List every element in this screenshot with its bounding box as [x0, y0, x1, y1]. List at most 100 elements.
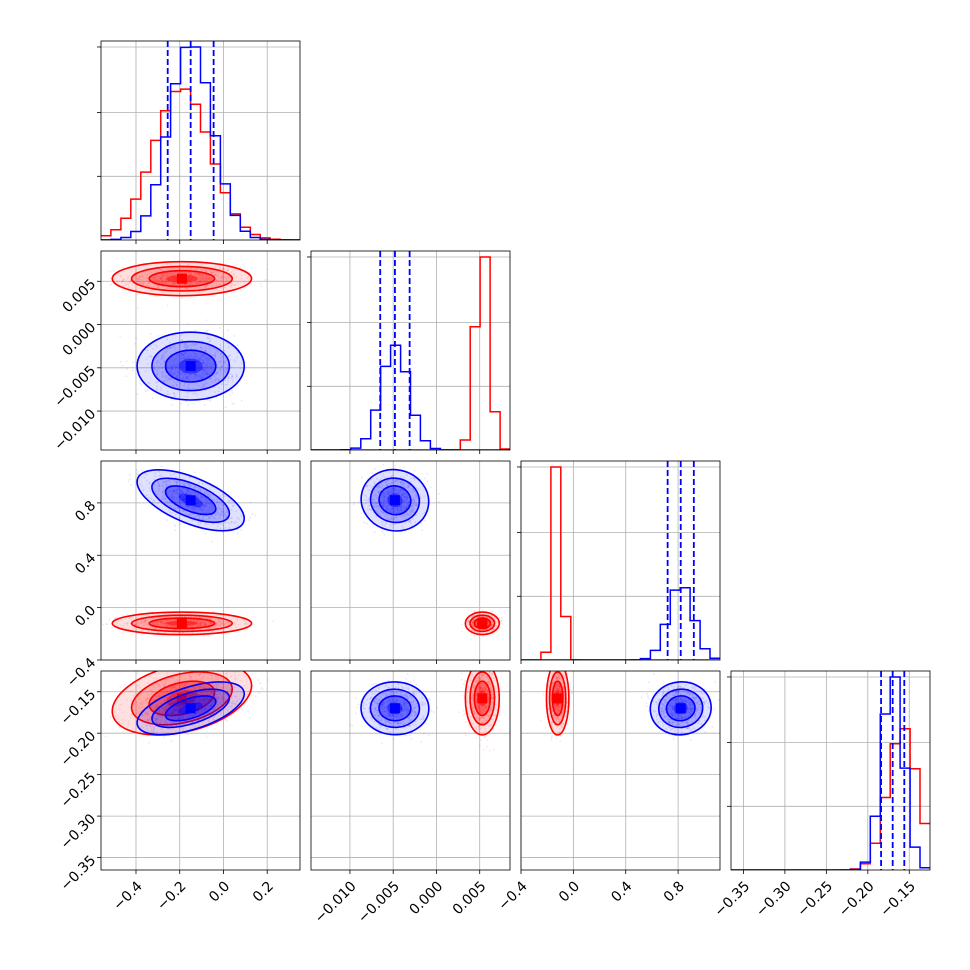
sample-point [184, 348, 187, 350]
sample-point [208, 627, 211, 629]
sample-point [202, 362, 205, 365]
sample-point [148, 281, 151, 284]
sample-point [147, 719, 149, 721]
sample-point [500, 619, 503, 622]
sample-point [218, 283, 221, 285]
sample-point [182, 362, 184, 365]
sample-point [135, 624, 138, 627]
sample-point [203, 404, 206, 406]
sample-point [555, 712, 558, 714]
sample-point [488, 697, 490, 700]
sample-point [558, 719, 561, 721]
sample-point [205, 319, 208, 322]
panel-grid-3-1 [311, 671, 510, 870]
sample-point [162, 684, 165, 686]
sample-point [149, 725, 152, 728]
sample-point [163, 624, 165, 627]
sample-point [119, 686, 122, 689]
sample-point [219, 346, 222, 349]
sample-point [141, 622, 144, 624]
sample-point [482, 706, 485, 709]
sample-point [489, 688, 492, 690]
sample-point [223, 692, 226, 695]
sample-point [466, 621, 469, 623]
sample-point [562, 686, 565, 689]
sample-point [121, 279, 124, 282]
sample-point [151, 691, 153, 693]
sample-point [471, 686, 474, 688]
sample-point [144, 620, 147, 623]
sample-point [555, 711, 558, 714]
sample-point [144, 278, 147, 280]
sample-point [168, 278, 171, 281]
sample-point [162, 622, 165, 625]
sample-point [180, 402, 183, 405]
sample-point [559, 677, 561, 679]
sample-point [207, 634, 210, 637]
contour-line [130, 265, 234, 292]
sample-point [180, 361, 182, 364]
sample-point [167, 704, 170, 707]
sample-point [170, 622, 172, 625]
sample-point [187, 384, 190, 386]
sample-point [206, 275, 209, 278]
sample-point [192, 693, 195, 695]
sample-point [486, 661, 488, 663]
sample-point [207, 359, 210, 361]
sample-point [219, 368, 222, 371]
sample-point [558, 686, 561, 689]
contour-line [551, 680, 564, 717]
sample-point [136, 704, 139, 707]
sample-point [197, 279, 200, 281]
contour-line [111, 611, 253, 636]
sample-point [136, 632, 139, 635]
sample-point [150, 693, 153, 695]
sample-point [132, 709, 135, 712]
sample-point [481, 674, 484, 676]
sample-point [189, 713, 192, 715]
sample-point [259, 282, 262, 285]
sample-point [477, 729, 480, 731]
sample-point [558, 674, 561, 677]
sample-point [190, 274, 193, 277]
sample-point [223, 286, 226, 289]
sample-point [556, 687, 559, 690]
sample-point [224, 406, 227, 408]
sample-point [482, 674, 485, 677]
sample-point [244, 675, 247, 678]
sample-point [554, 708, 556, 711]
sample-point [235, 276, 238, 279]
sample-point [556, 684, 558, 687]
sample-point [476, 678, 479, 681]
sample-point [210, 692, 212, 695]
sample-point [181, 371, 184, 374]
sample-point [225, 622, 228, 625]
contour-line [130, 614, 234, 633]
sample-point [560, 714, 563, 717]
sample-point [179, 358, 182, 361]
sample-point [560, 726, 563, 728]
density-red-2-0 [102, 606, 274, 637]
sample-point [173, 282, 176, 285]
sample-point [462, 714, 465, 717]
sample-point [170, 677, 173, 679]
sample-point [172, 625, 174, 628]
sample-point [487, 678, 490, 681]
sample-point [224, 286, 227, 289]
sample-point [195, 276, 198, 279]
sample-point [222, 276, 225, 278]
sample-point [148, 281, 151, 283]
sample-point [170, 712, 173, 715]
sample-point [128, 626, 131, 628]
sample-point [490, 689, 492, 692]
sample-point [556, 678, 558, 681]
sample-point [181, 378, 184, 380]
sample-point [174, 619, 177, 622]
sample-point [175, 624, 177, 626]
sample-point [172, 373, 174, 376]
sample-point [166, 696, 169, 699]
sample-point [174, 625, 177, 628]
sample-point [476, 717, 479, 720]
sample-point [172, 282, 174, 285]
sample-point [170, 625, 172, 627]
